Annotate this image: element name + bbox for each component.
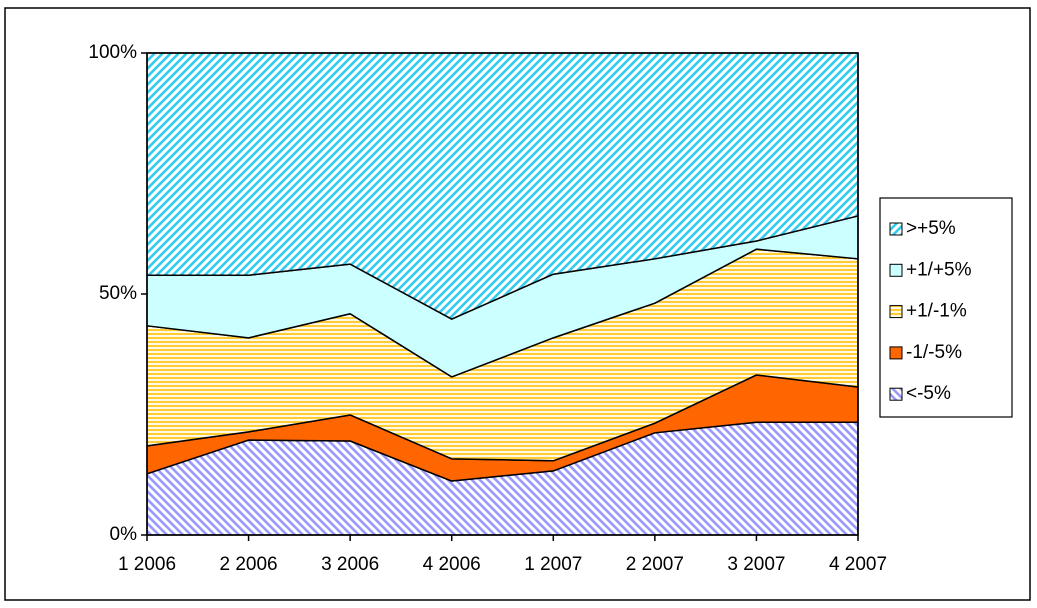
x-tick-label: 3 2007 (727, 554, 785, 575)
x-tick-label: 2 2006 (220, 554, 278, 575)
y-tick-label: 0% (110, 524, 138, 545)
x-tick-label: 3 2006 (321, 554, 379, 575)
legend-swatch (889, 346, 903, 360)
legend-label: +1/+5% (906, 259, 972, 280)
legend-label: <-5% (906, 383, 951, 404)
legend-swatch (889, 222, 903, 236)
legend-label: +1/-1% (906, 301, 967, 322)
x-tick-label: 1 2007 (524, 554, 582, 575)
x-tick-label: 4 2006 (423, 554, 481, 575)
legend-label: -1/-5% (906, 342, 962, 363)
legend-swatch (889, 263, 903, 277)
x-tick-label: 4 2007 (829, 554, 887, 575)
x-tick-label: 2 2007 (626, 554, 684, 575)
legend-swatch (889, 305, 903, 319)
legend-label: >+5% (906, 218, 956, 239)
x-tick-label: 1 2006 (118, 554, 176, 575)
y-tick-label: 100% (88, 42, 137, 63)
y-tick-label: 50% (99, 283, 137, 304)
legend-swatch (889, 387, 903, 401)
